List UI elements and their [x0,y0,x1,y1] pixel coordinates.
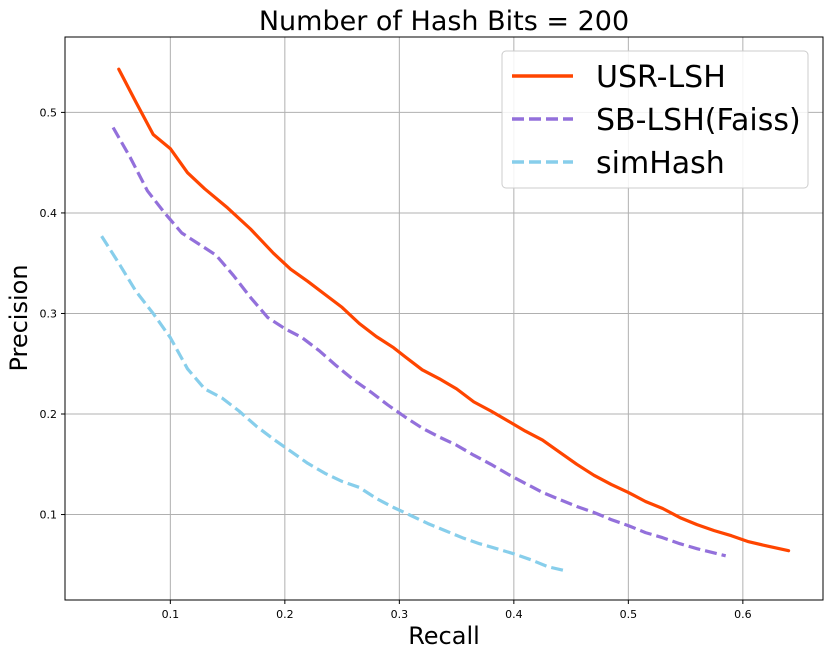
x-tick-label: 0.4 [505,608,523,621]
chart-title: Number of Hash Bits = 200 [259,6,629,37]
plot-frame [64,36,824,601]
legend: USR-LSH SB-LSH(Faiss) simHash [501,50,809,189]
legend-label-simhash: simHash [596,146,725,181]
series-line-usr-lsh [117,67,791,553]
legend-label-sb-lsh-faiss: SB-LSH(Faiss) [596,103,801,138]
series-line-sb-lsh-faiss [111,126,727,558]
x-tick-label: 0.3 [391,608,409,621]
x-tick-label: 0.5 [620,608,638,621]
x-tick-label: 0.1 [162,608,180,621]
x-axis-label: Recall [408,622,480,650]
x-tick-label: 0.2 [276,608,294,621]
legend-box [501,50,809,189]
y-axis-label: Precision [5,264,33,371]
tick-layer: 0.1 0.2 0.3 0.4 0.5 0.6 0.1 0.2 0.3 0.4 0.5 [40,106,752,621]
y-tick-label: 0.3 [40,307,58,320]
series-layer [100,67,791,573]
y-tick-label: 0.4 [40,207,58,220]
legend-label-usr-lsh: USR-LSH [596,60,726,95]
y-tick-label: 0.2 [40,408,58,421]
series-line-simhash [100,235,566,573]
y-tick-label: 0.5 [40,106,58,119]
x-tick-label: 0.6 [734,608,752,621]
y-tick-label: 0.1 [40,509,58,522]
